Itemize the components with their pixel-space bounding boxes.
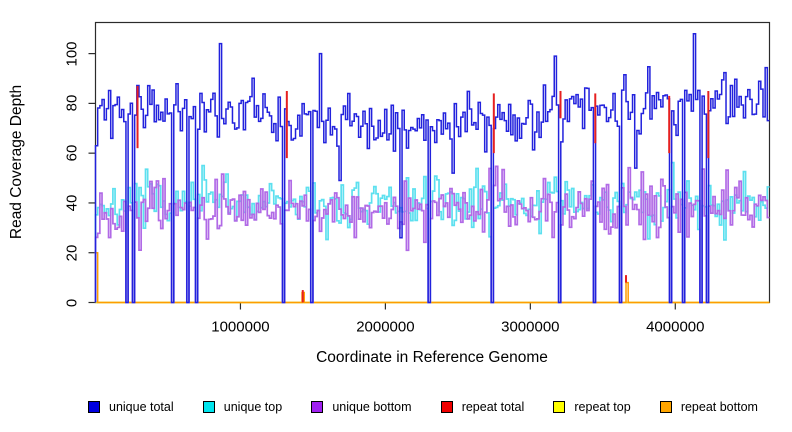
series-repeat-bottom (94, 251, 770, 304)
x-tick-label: 1000000 (211, 318, 270, 336)
y-tick-label: 40 (63, 194, 81, 212)
series-unique-total (94, 32, 770, 304)
legend-item-unique-total: unique total (88, 400, 174, 414)
legend-label: repeat total (461, 400, 525, 414)
y-tick-label: 60 (63, 144, 81, 162)
legend-item-repeat-bottom: repeat bottom (659, 400, 758, 414)
legend-swatch-unique-top (202, 401, 215, 413)
series-unique-top (94, 161, 770, 304)
legend-label: repeat bottom (680, 400, 758, 414)
x-axis-label: Coordinate in Reference Genome (316, 349, 548, 366)
y-tick-label: 100 (63, 41, 81, 67)
legend-swatch-repeat-top (553, 401, 566, 413)
legend-item-repeat-total: repeat total (440, 400, 525, 414)
legend-item-repeat-top: repeat top (553, 400, 631, 414)
x-tick-label: 4000000 (646, 318, 705, 336)
legend-swatch-repeat-bottom (659, 401, 672, 413)
series-unique-bottom (94, 165, 770, 304)
y-axis-label: Read Coverage Depth (8, 84, 25, 240)
legend-label: unique top (223, 400, 283, 414)
legend-swatch-unique-bottom (311, 401, 324, 413)
legend: unique total unique top unique bottom repea… (88, 398, 758, 416)
legend-item-unique-top: unique top (202, 400, 283, 414)
plot-box (94, 21, 771, 304)
y-tick-label: 80 (63, 95, 81, 112)
legend-label: unique bottom (332, 400, 412, 414)
legend-swatch-unique-total (88, 401, 100, 413)
x-tick-label: 3000000 (501, 318, 560, 336)
x-tick-label: 2000000 (356, 318, 415, 336)
y-tick-label: 0 (63, 298, 81, 307)
legend-swatch-repeat-total (440, 401, 453, 413)
y-tick-label: 20 (63, 244, 81, 262)
legend-label: repeat top (574, 400, 631, 414)
legend-item-unique-bottom: unique bottom (311, 400, 412, 414)
legend-label: unique total (109, 400, 174, 414)
